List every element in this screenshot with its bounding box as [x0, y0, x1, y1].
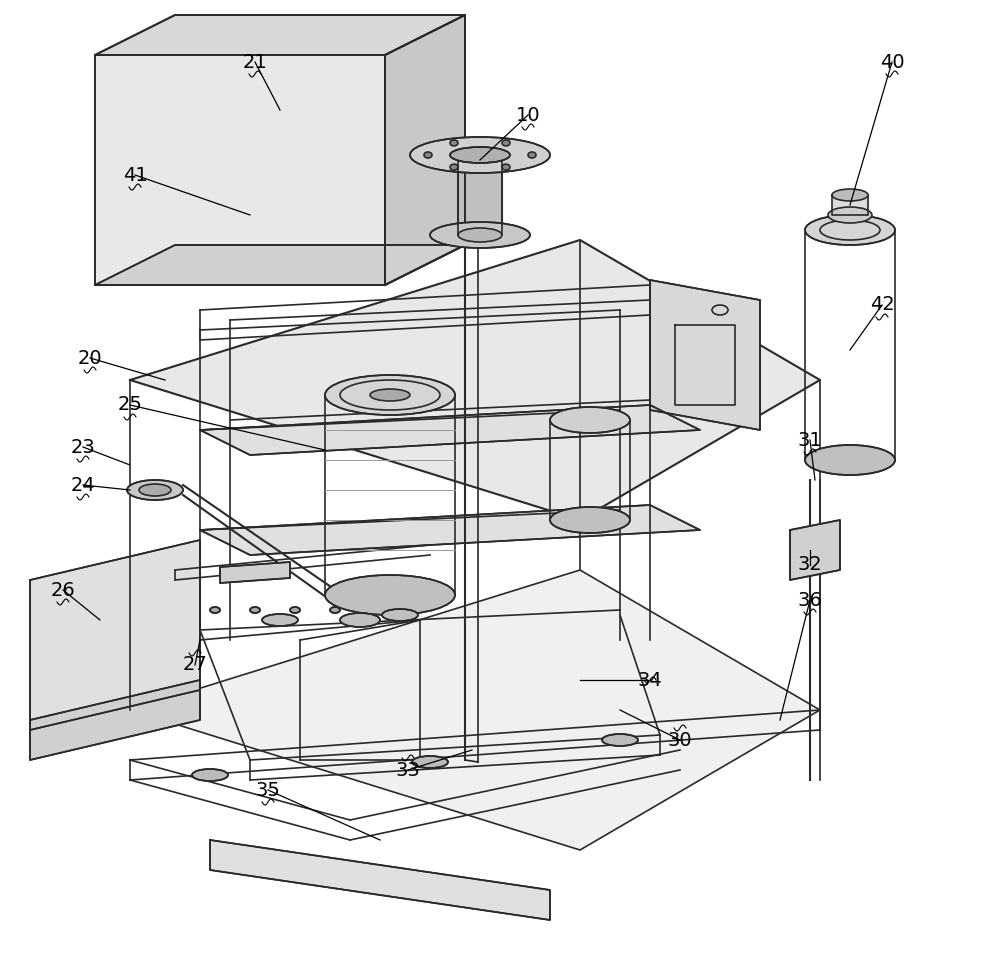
- Polygon shape: [30, 680, 200, 760]
- Polygon shape: [650, 280, 760, 430]
- Ellipse shape: [450, 140, 458, 146]
- Ellipse shape: [262, 614, 298, 626]
- Polygon shape: [95, 245, 465, 285]
- Ellipse shape: [502, 164, 510, 170]
- Ellipse shape: [382, 609, 418, 621]
- Ellipse shape: [210, 607, 220, 613]
- Text: 30: 30: [668, 730, 692, 750]
- Polygon shape: [200, 505, 700, 555]
- Text: 36: 36: [798, 591, 822, 610]
- Ellipse shape: [450, 147, 510, 163]
- Ellipse shape: [550, 407, 630, 433]
- Ellipse shape: [139, 484, 171, 496]
- Polygon shape: [458, 155, 502, 235]
- Ellipse shape: [325, 575, 455, 615]
- Ellipse shape: [410, 137, 550, 173]
- Polygon shape: [130, 570, 820, 850]
- Polygon shape: [30, 540, 200, 730]
- Ellipse shape: [424, 152, 432, 158]
- Ellipse shape: [340, 613, 380, 627]
- Text: 26: 26: [51, 580, 75, 599]
- Ellipse shape: [602, 734, 638, 746]
- Ellipse shape: [250, 607, 260, 613]
- Ellipse shape: [290, 607, 300, 613]
- Text: 27: 27: [183, 656, 207, 675]
- Ellipse shape: [330, 607, 340, 613]
- Ellipse shape: [412, 756, 448, 768]
- Ellipse shape: [550, 507, 630, 533]
- Text: 33: 33: [396, 761, 420, 779]
- Ellipse shape: [502, 140, 510, 146]
- Polygon shape: [385, 15, 465, 285]
- Ellipse shape: [805, 445, 895, 475]
- Polygon shape: [130, 240, 820, 520]
- Ellipse shape: [127, 480, 183, 500]
- Ellipse shape: [430, 222, 530, 248]
- Ellipse shape: [805, 215, 895, 245]
- Polygon shape: [210, 840, 550, 920]
- Text: 24: 24: [71, 475, 95, 494]
- Ellipse shape: [832, 189, 868, 201]
- Ellipse shape: [458, 228, 502, 242]
- Text: 35: 35: [256, 780, 280, 799]
- Ellipse shape: [450, 164, 458, 170]
- Polygon shape: [95, 15, 465, 55]
- Text: 25: 25: [118, 396, 142, 415]
- Text: 23: 23: [71, 438, 95, 457]
- Text: 21: 21: [243, 53, 267, 72]
- Ellipse shape: [192, 769, 228, 781]
- Text: 20: 20: [78, 349, 102, 367]
- Text: 42: 42: [870, 295, 894, 315]
- Text: 40: 40: [880, 53, 904, 72]
- Text: 34: 34: [638, 670, 662, 689]
- Ellipse shape: [528, 152, 536, 158]
- Text: 31: 31: [798, 430, 822, 449]
- Ellipse shape: [828, 207, 872, 223]
- Polygon shape: [200, 405, 700, 455]
- Ellipse shape: [370, 389, 410, 401]
- Polygon shape: [832, 195, 868, 215]
- Polygon shape: [220, 562, 290, 583]
- Text: 41: 41: [123, 165, 147, 185]
- Ellipse shape: [325, 375, 455, 415]
- Polygon shape: [95, 55, 385, 285]
- Polygon shape: [790, 520, 840, 580]
- Text: 32: 32: [798, 555, 822, 575]
- Text: 10: 10: [516, 105, 540, 124]
